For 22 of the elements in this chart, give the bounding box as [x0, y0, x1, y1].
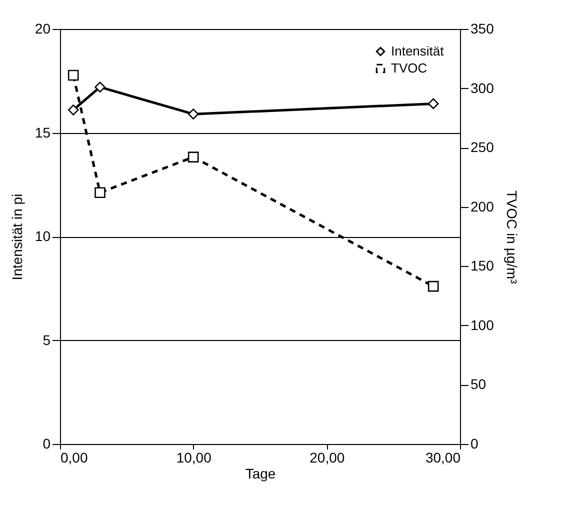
x-tick-label: 20,00 [310, 450, 345, 466]
y-axis-title: Intensität in pi [8, 194, 25, 280]
legend-label: Intensität [391, 44, 444, 58]
y2-tick-label: 150 [470, 258, 494, 274]
y-tick-label: 0 [42, 436, 51, 452]
x-tick-label: 30,00 [425, 450, 461, 466]
x-tick-label: 10,00 [176, 450, 212, 466]
y2-tick-label: 350 [470, 20, 494, 36]
legend-label: TVOC [391, 60, 428, 76]
y-tick-label: 20 [34, 20, 51, 36]
y-tick-label: 10 [34, 228, 51, 244]
x-tick-label: 0,00 [60, 450, 88, 466]
x-axis-title: Tage [245, 466, 276, 482]
y-tick-label: 5 [42, 332, 51, 348]
y2-tick-label: 250 [470, 139, 494, 156]
y2-tick-label: 300 [470, 80, 494, 96]
y2-tick-label: 100 [470, 316, 494, 333]
y-tick-label: 15 [34, 124, 51, 140]
y2-tick-label: 200 [470, 198, 494, 214]
y2-tick-label: 50 [470, 376, 486, 392]
y2-tick-label: 0 [470, 436, 478, 452]
y2-axis-title: TVOC in µg/m³ [504, 190, 520, 284]
